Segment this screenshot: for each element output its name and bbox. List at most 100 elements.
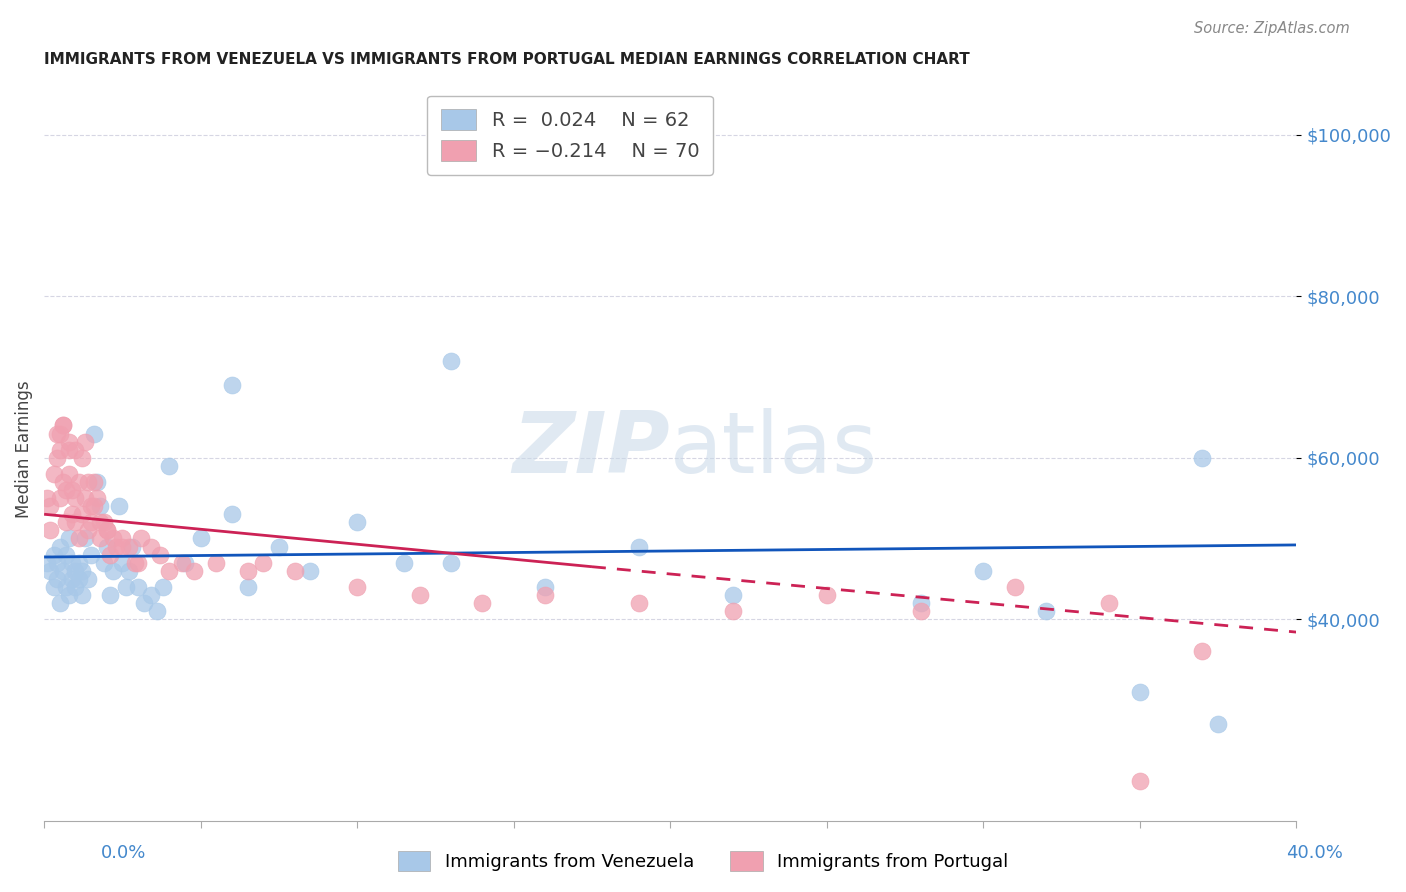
Point (73, 434, 96, 449)
Point (98, 548, 121, 562)
Point (170, 556, 193, 570)
Text: 0.0%: 0.0% (101, 844, 146, 862)
Point (37, 556, 59, 570)
Point (1004, 580, 1026, 594)
Point (815, 588, 838, 602)
Point (146, 604, 169, 618)
Point (101, 532, 124, 546)
Point (39, 524, 62, 538)
Point (111, 532, 134, 546)
Point (65, 580, 87, 594)
Point (236, 564, 259, 578)
Point (252, 556, 274, 570)
Point (98, 588, 121, 602)
Point (346, 516, 368, 530)
Point (77, 572, 100, 586)
Point (1191, 450, 1213, 465)
Point (105, 540, 128, 554)
Point (129, 532, 152, 546)
Y-axis label: Median Earnings: Median Earnings (15, 381, 32, 518)
Point (221, 508, 243, 522)
Point (89, 516, 111, 530)
Point (58, 442, 80, 457)
Point (440, 354, 463, 368)
Point (139, 540, 162, 554)
Point (157, 458, 180, 473)
Point (139, 588, 162, 602)
Point (60, 556, 83, 570)
Point (80, 499, 103, 513)
Point (93, 556, 115, 570)
Point (58, 588, 80, 602)
Point (45, 556, 67, 570)
Point (114, 580, 136, 594)
Point (1191, 644, 1213, 658)
Point (534, 580, 557, 594)
Point (910, 604, 932, 618)
Point (58, 434, 80, 449)
Point (45, 572, 67, 586)
Point (721, 604, 744, 618)
Point (111, 540, 134, 554)
Point (89, 499, 111, 513)
Point (58, 467, 80, 481)
Point (80, 516, 103, 530)
Point (49, 596, 72, 610)
Point (1035, 604, 1057, 618)
Point (67, 475, 90, 489)
Point (96, 524, 118, 538)
Legend: R =  0.024    N = 62, R = −0.214    N = 70: R = 0.024 N = 62, R = −0.214 N = 70 (427, 95, 713, 175)
Point (86, 491, 108, 505)
Point (60, 572, 83, 586)
Text: atlas: atlas (671, 409, 879, 491)
Point (55, 580, 77, 594)
Point (96, 524, 118, 538)
Point (65, 442, 87, 457)
Point (205, 556, 228, 570)
Point (49, 491, 72, 505)
Point (42, 580, 65, 594)
Point (124, 556, 146, 570)
Point (67, 532, 90, 546)
Point (39, 499, 62, 513)
Point (83, 426, 105, 441)
Point (65, 564, 87, 578)
Point (409, 588, 432, 602)
Point (1097, 596, 1119, 610)
Point (58, 532, 80, 546)
Point (80, 548, 103, 562)
Point (52, 564, 75, 578)
Point (70, 588, 93, 602)
Point (101, 564, 124, 578)
Point (111, 556, 134, 570)
Point (121, 540, 143, 554)
Point (627, 540, 650, 554)
Point (60, 508, 83, 522)
Point (1129, 773, 1152, 788)
Point (221, 378, 243, 392)
Point (42, 467, 65, 481)
Text: 40.0%: 40.0% (1286, 844, 1343, 862)
Text: Source: ZipAtlas.com: Source: ZipAtlas.com (1194, 21, 1350, 36)
Point (117, 540, 139, 554)
Point (77, 524, 100, 538)
Text: IMMIGRANTS FROM VENEZUELA VS IMMIGRANTS FROM PORTUGAL MEDIAN EARNINGS CORRELATIO: IMMIGRANTS FROM VENEZUELA VS IMMIGRANTS … (44, 53, 970, 68)
Point (534, 588, 557, 602)
Point (236, 580, 259, 594)
Point (67, 572, 90, 586)
Point (108, 499, 131, 513)
Point (910, 596, 932, 610)
Point (346, 580, 368, 594)
Point (77, 475, 100, 489)
Point (55, 483, 77, 497)
Point (37, 491, 59, 505)
Point (267, 540, 290, 554)
Point (1206, 717, 1229, 731)
Point (45, 450, 67, 465)
Point (134, 596, 156, 610)
Point (284, 564, 307, 578)
Point (127, 580, 149, 594)
Point (190, 532, 212, 546)
Point (149, 548, 172, 562)
Point (55, 516, 77, 530)
